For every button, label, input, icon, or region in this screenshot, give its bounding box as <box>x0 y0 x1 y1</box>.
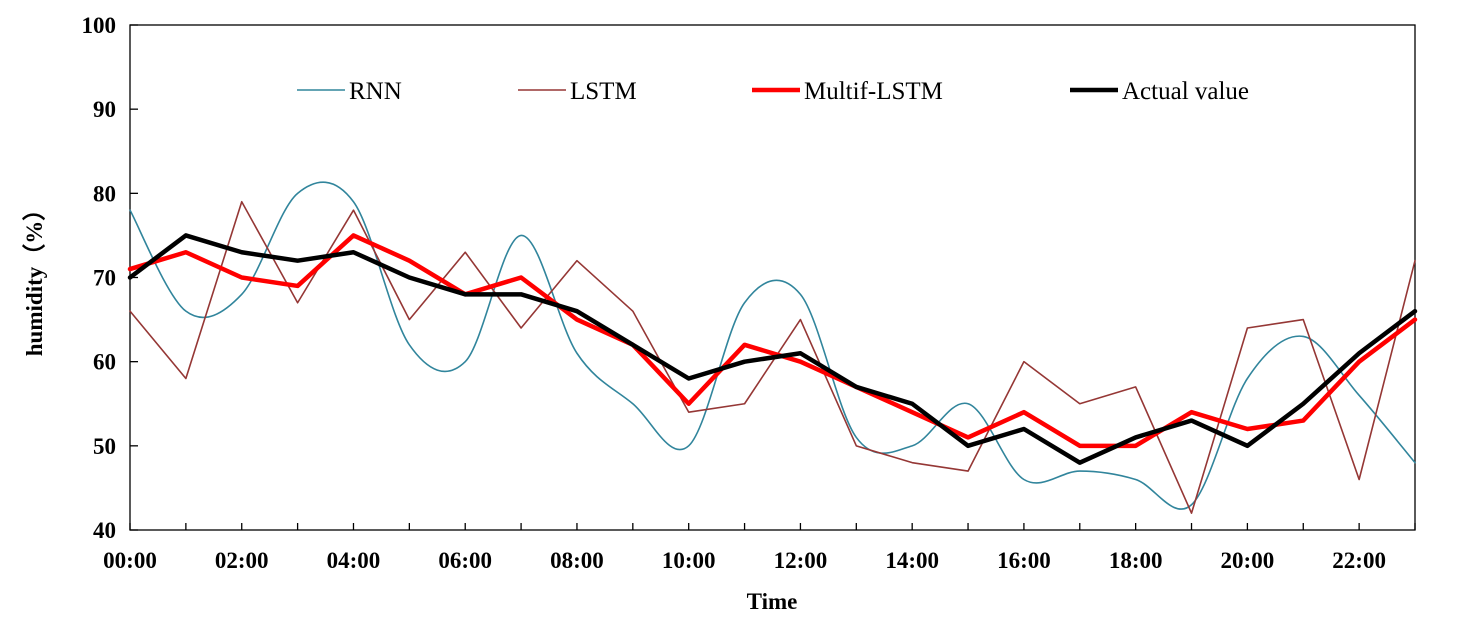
series-line-rnn <box>129 181 1416 510</box>
y-tick-label: 60 <box>93 350 116 375</box>
legend-label-rnn: RNN <box>349 78 402 105</box>
series-line-actual-value <box>127 233 1418 465</box>
y-axis-title: humidity（%） <box>21 198 47 356</box>
series-line-lstm <box>129 200 1416 514</box>
y-axis: 40 50 60 70 80 90 100 <box>82 13 138 543</box>
legend-label-multif-lstm: Multif-LSTM <box>804 78 943 105</box>
y-tick-label: 50 <box>93 434 116 459</box>
x-axis-title: Time <box>747 589 798 614</box>
series-line-multif-lstm <box>127 233 1418 449</box>
y-tick-label: 90 <box>93 97 116 122</box>
legend: RNN LSTM Multif-LSTM Actual value <box>297 78 1249 105</box>
x-tick-label: 00:00 <box>103 548 157 573</box>
x-tick-label: 14:00 <box>885 548 939 573</box>
x-tick-label: 10:00 <box>662 548 716 573</box>
legend-label-actual-value: Actual value <box>1122 78 1249 105</box>
x-axis: 00:00 02:00 04:00 06:00 08:00 10:00 12:00 14:00… <box>103 523 1416 573</box>
x-tick-label: 08:00 <box>550 548 604 573</box>
y-tick-label: 100 <box>82 13 117 38</box>
x-tick-label: 16:00 <box>997 548 1051 573</box>
x-tick-label: 02:00 <box>215 548 269 573</box>
y-tick-label: 70 <box>93 266 116 291</box>
x-tick-label: 20:00 <box>1221 548 1275 573</box>
y-tick-label: 80 <box>93 181 116 206</box>
x-tick-label: 22:00 <box>1332 548 1386 573</box>
x-tick-label: 12:00 <box>774 548 828 573</box>
x-tick-label: 04:00 <box>327 548 381 573</box>
x-tick-label: 18:00 <box>1109 548 1163 573</box>
series-lines <box>127 181 1418 514</box>
y-tick-label: 40 <box>93 518 116 543</box>
legend-label-lstm: LSTM <box>570 78 637 105</box>
x-tick-label: 06:00 <box>438 548 492 573</box>
